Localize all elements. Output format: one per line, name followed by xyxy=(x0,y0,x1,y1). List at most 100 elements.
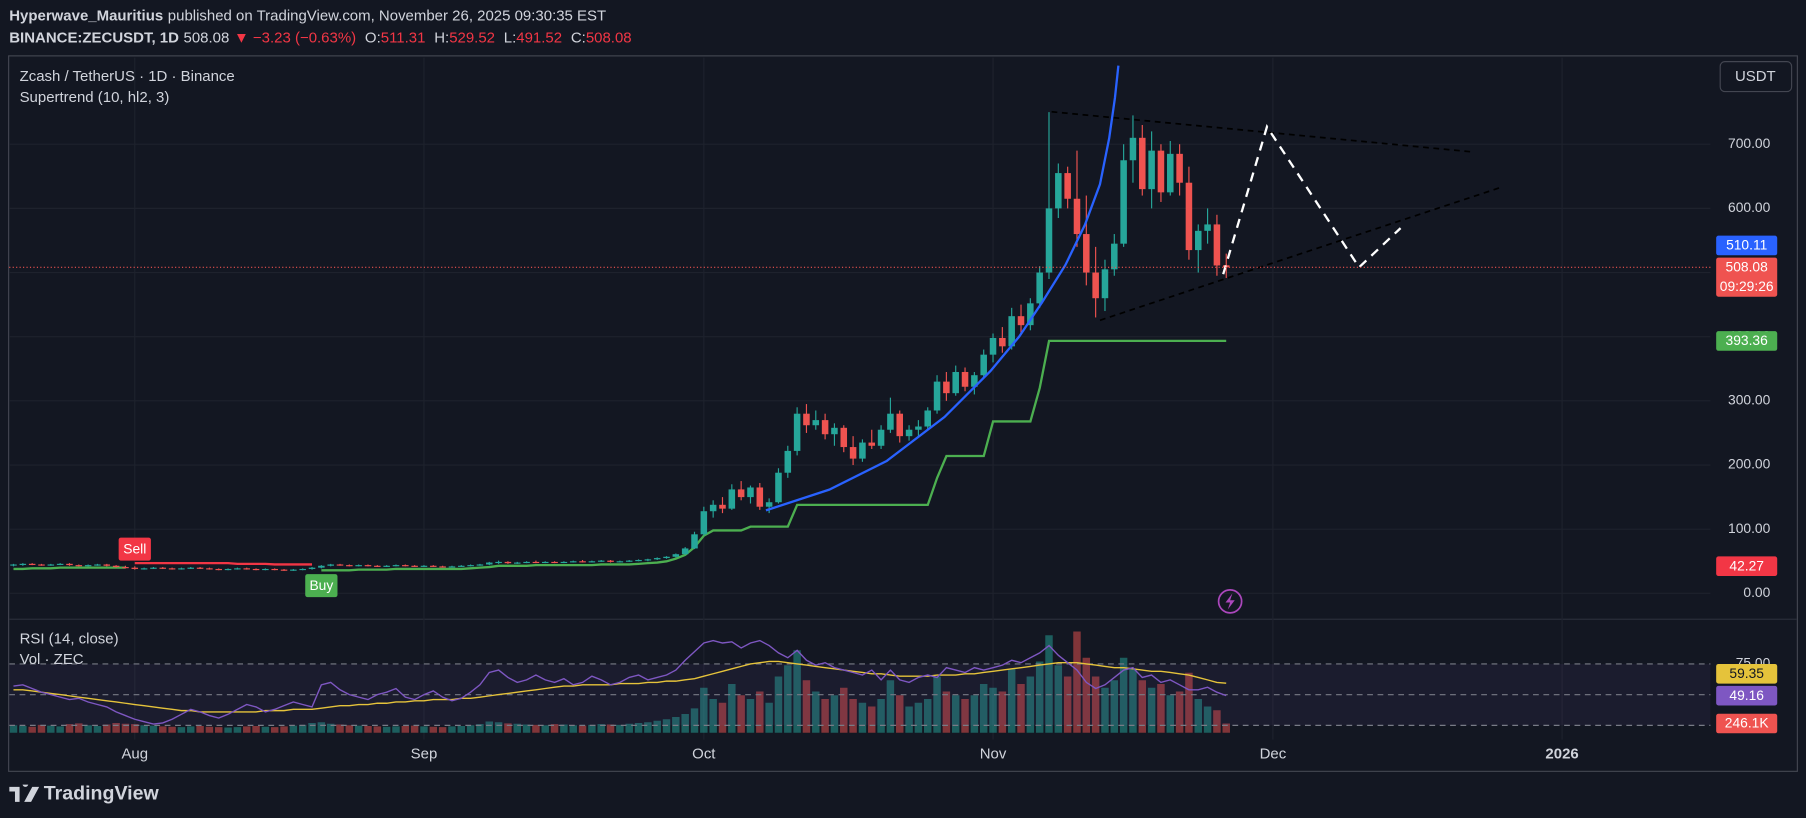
y-tick-label: 600.00 xyxy=(1728,199,1771,215)
candle-body xyxy=(560,561,568,564)
drawings xyxy=(765,65,1504,614)
volume-bar xyxy=(485,721,494,733)
brand-name[interactable]: TradingView xyxy=(43,782,159,805)
candle-body xyxy=(859,442,866,459)
volume-bar xyxy=(1157,684,1165,733)
currency-label[interactable]: USDT xyxy=(1735,68,1776,85)
y-tick-label: 700.00 xyxy=(1728,135,1771,151)
alert-bolt xyxy=(1225,593,1235,610)
candle-body xyxy=(607,560,614,562)
volume-bar xyxy=(75,723,83,733)
volume-bar xyxy=(298,724,307,733)
candle-body xyxy=(150,567,157,569)
candle-body xyxy=(1111,243,1118,270)
supertrend-up-line xyxy=(13,339,1227,572)
candle-body xyxy=(980,354,987,376)
volume-bar xyxy=(1017,684,1025,733)
trend-line[interactable] xyxy=(1099,185,1504,322)
volume-bar xyxy=(728,684,736,733)
volume-bar xyxy=(354,725,363,733)
candle-body xyxy=(933,381,941,411)
volume-bar xyxy=(37,724,46,733)
candle-body xyxy=(868,442,876,446)
trend-line[interactable] xyxy=(1051,110,1475,153)
signal-label: Buy xyxy=(309,577,333,593)
volume-bar xyxy=(1007,669,1016,733)
volume-bar xyxy=(979,684,988,733)
volume-bar xyxy=(858,702,867,733)
ohlc-value: 511.31 xyxy=(380,28,426,47)
alert-icon[interactable] xyxy=(1217,589,1243,614)
candle-body xyxy=(19,563,27,565)
candle-body xyxy=(793,413,801,451)
volume-bar xyxy=(392,726,400,733)
volume-bar xyxy=(616,724,624,733)
price-change: ▼ −3.23 (−0.63%) xyxy=(233,28,357,47)
candle-body xyxy=(840,427,848,448)
candle-body xyxy=(1139,137,1146,190)
volume-bar xyxy=(19,725,27,733)
volume-bar xyxy=(700,687,708,733)
volume-bar xyxy=(550,724,559,733)
footer: TradingView xyxy=(9,782,159,805)
volume-bar xyxy=(923,698,932,733)
candle-body xyxy=(961,371,969,387)
legend-rsi: RSI (14, close) xyxy=(20,630,119,647)
candle-body xyxy=(206,568,213,570)
currency-button[interactable] xyxy=(1719,61,1793,93)
candle-body xyxy=(747,487,754,498)
volume-bar xyxy=(625,723,633,733)
candle-body xyxy=(355,565,362,567)
publisher[interactable]: Hyperwave_Mauritius xyxy=(9,6,164,25)
candle-body xyxy=(551,561,558,564)
candle-body xyxy=(1073,198,1081,235)
candle-body xyxy=(691,534,698,549)
candle-body xyxy=(224,568,232,571)
volume-bar xyxy=(588,724,596,733)
volume-bar xyxy=(1101,687,1109,733)
hyperwave-curve[interactable] xyxy=(765,65,1120,512)
volume-bar xyxy=(644,722,652,733)
candle-body xyxy=(504,561,512,564)
candle-body xyxy=(215,568,223,571)
candle-body xyxy=(1008,316,1015,347)
volume-bar xyxy=(1203,706,1212,733)
candle-body xyxy=(523,561,530,564)
candle-body xyxy=(719,504,726,509)
axis-value-label: 510.11 xyxy=(1726,237,1767,253)
candle-body xyxy=(989,337,997,355)
candle-body xyxy=(271,568,278,571)
candle-body xyxy=(262,568,269,571)
volume-bar xyxy=(205,726,214,733)
volume-bar xyxy=(653,720,661,733)
candle-body xyxy=(635,559,642,562)
projection-path[interactable] xyxy=(1222,124,1402,275)
candle-body xyxy=(38,564,45,566)
candle-body xyxy=(924,410,931,427)
candle-body xyxy=(1204,224,1211,231)
volume-bar xyxy=(914,702,923,733)
volume-bar xyxy=(989,687,997,733)
volume-bar xyxy=(718,702,727,733)
candle-body xyxy=(775,472,782,503)
volume-bar xyxy=(9,725,18,733)
ohlc-value: 491.52 xyxy=(516,28,563,47)
candle-body xyxy=(140,568,148,570)
candle-body xyxy=(1036,272,1043,304)
candle-body xyxy=(532,561,540,564)
volume-bar xyxy=(317,722,326,733)
volume-bar xyxy=(1185,672,1193,733)
candle-body xyxy=(420,565,428,567)
volume-bar xyxy=(634,722,643,733)
volume-bar xyxy=(802,680,811,733)
volume-bar xyxy=(784,665,792,733)
volume-bar xyxy=(578,725,587,733)
candle-body xyxy=(122,567,129,569)
ohlc-value: 529.52 xyxy=(449,28,495,47)
last-price: 508.08 xyxy=(183,28,230,47)
y-tick-label: 200.00 xyxy=(1728,456,1771,472)
volume-bar xyxy=(998,691,1007,733)
candle-body xyxy=(849,447,857,459)
volume-bar xyxy=(420,726,428,733)
